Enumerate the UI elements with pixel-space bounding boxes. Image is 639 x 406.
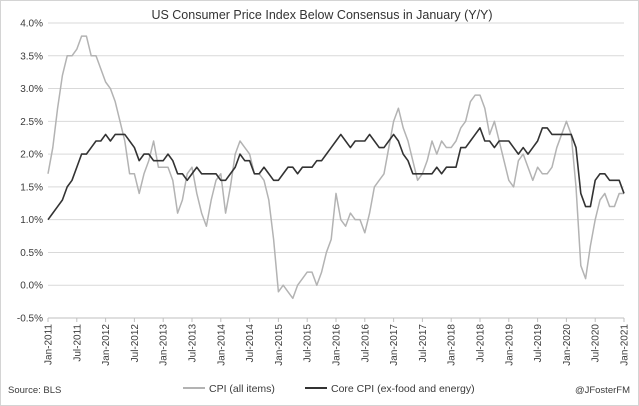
y-tick-label: 1.0%	[20, 215, 43, 226]
x-tick-label: Jan-2021	[620, 324, 631, 366]
x-tick-label: Jan-2013	[159, 324, 170, 366]
x-tick-label: Jan-2019	[504, 324, 515, 366]
x-tick-label: Jul-2018	[476, 324, 487, 363]
series-lines	[47, 35, 625, 300]
chart-title: US Consumer Price Index Below Consensus …	[151, 8, 492, 22]
legend-label-cpi: CPI (all items)	[209, 383, 275, 395]
y-tick-label: 2.0%	[20, 150, 43, 161]
x-axis-ticks: Jan-2011 Jul-2011 Jan-2012 Jul-2012 Jan-2013…	[44, 317, 631, 366]
x-tick-label: Jul-2013	[188, 324, 199, 363]
gridlines	[48, 22, 624, 319]
y-tick-label: 1.5%	[20, 182, 43, 193]
series-line-cpi	[47, 35, 624, 300]
x-tick-label: Jul-2011	[72, 324, 83, 362]
x-tick-label: Jan-2016	[332, 324, 343, 366]
y-tick-label: 0.0%	[20, 281, 43, 292]
x-tick-label: Jan-2014	[216, 324, 227, 366]
x-tick-label: Jan-2011	[44, 324, 55, 365]
x-tick-label: Jul-2012	[130, 324, 141, 363]
y-tick-label: 3.5%	[20, 51, 43, 62]
x-tick-label: Jul-2019	[533, 324, 544, 363]
y-tick-label: -0.5%	[17, 314, 43, 325]
x-tick-label: Jan-2017	[389, 324, 400, 366]
x-tick-label: Jul-2016	[360, 324, 371, 363]
x-tick-label: Jul-2020	[591, 324, 602, 363]
source-note: Source: BLS	[8, 385, 61, 396]
x-tick-label: Jul-2014	[245, 324, 256, 363]
x-tick-label: Jan-2018	[447, 324, 458, 366]
series-line-core-cpi	[47, 127, 625, 221]
y-axis-ticks: -0.5% 0.0% 0.5% 1.0% 1.5% 2.0% 2.5% 3.0% 3.5% 4.0…	[17, 19, 43, 325]
legend: CPI (all items) Core CPI (ex-food and en…	[183, 383, 475, 395]
x-tick-label: Jan-2015	[274, 324, 285, 366]
x-tick-label: Jan-2012	[101, 324, 112, 366]
x-tick-label: Jul-2017	[418, 324, 429, 363]
y-tick-label: 2.5%	[20, 117, 43, 128]
y-tick-label: 4.0%	[20, 19, 43, 30]
y-tick-label: 3.0%	[20, 84, 43, 95]
legend-label-core-cpi: Core CPI (ex-food and energy)	[331, 383, 475, 395]
x-tick-label: Jan-2020	[562, 324, 573, 366]
x-tick-label: Jul-2015	[303, 324, 314, 363]
y-tick-label: 0.5%	[20, 248, 43, 259]
author-credit: @JFosterFM	[575, 385, 630, 396]
